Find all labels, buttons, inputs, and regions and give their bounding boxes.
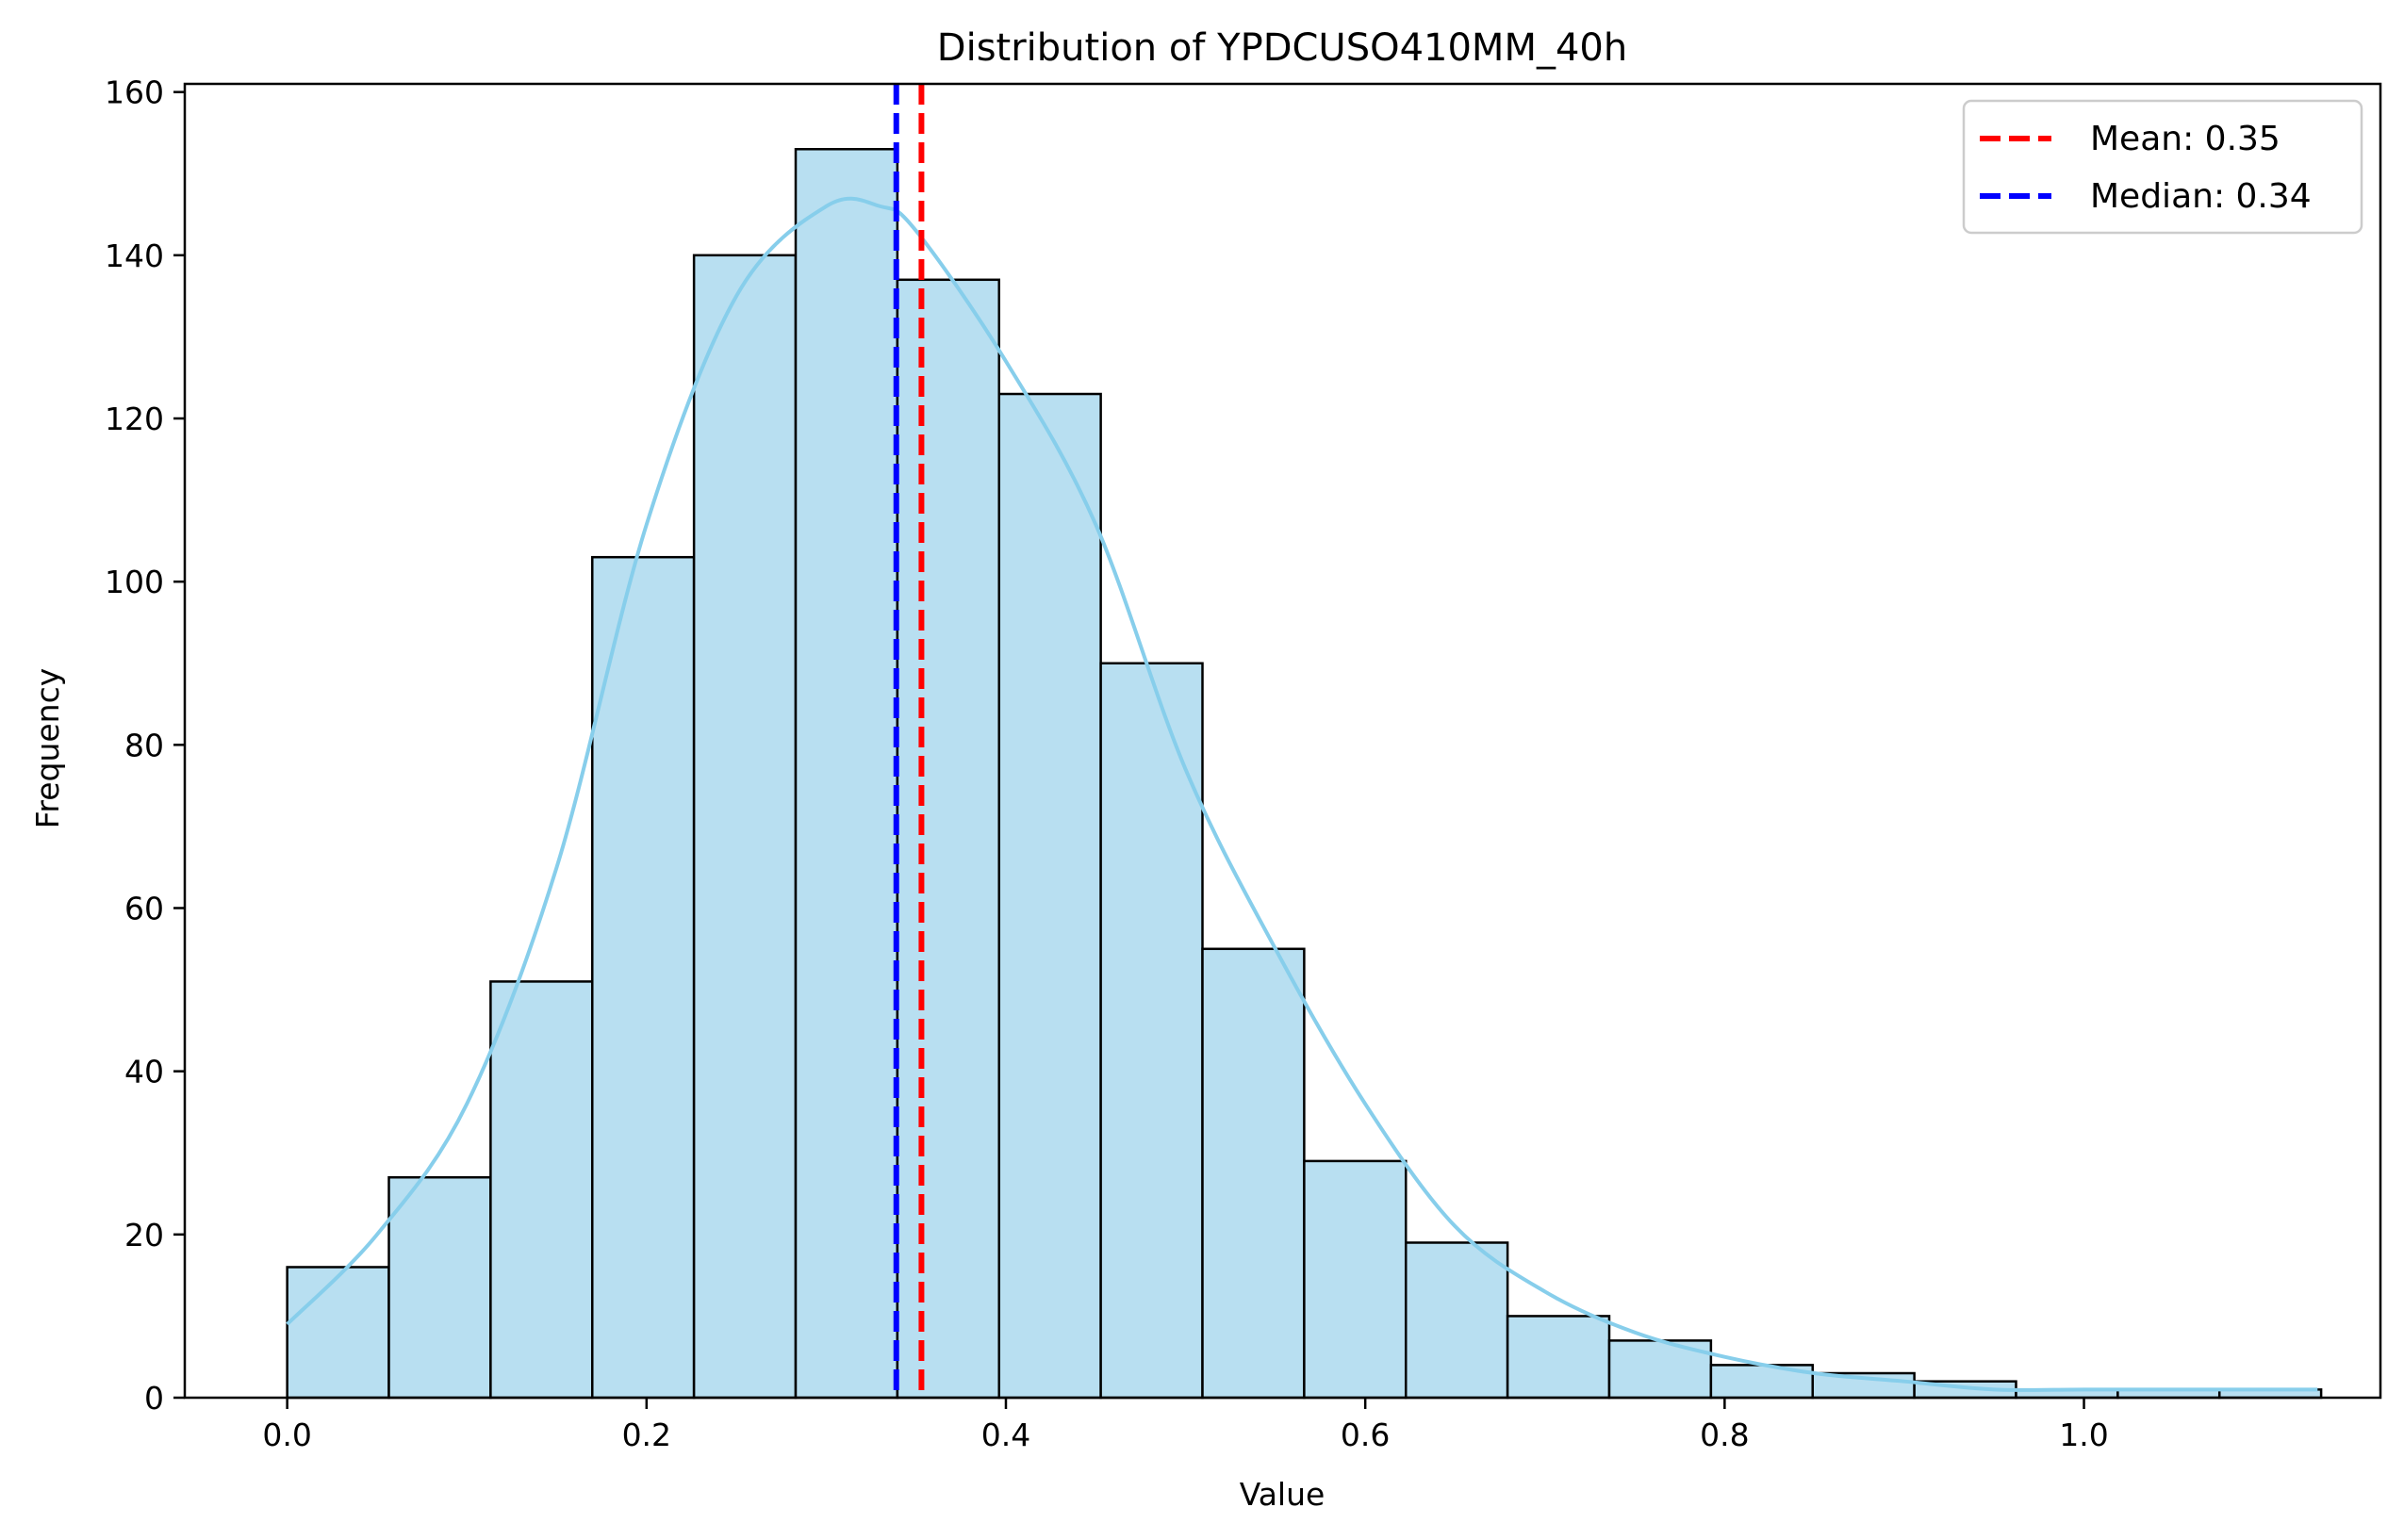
kde-curve (286, 196, 2318, 1392)
histogram-bar (387, 1175, 492, 1400)
histogram-bar (489, 980, 594, 1400)
x-tick-label: 1.0 (2059, 1417, 2108, 1453)
y-tick-label: 40 (124, 1054, 164, 1090)
legend-box (1962, 99, 2363, 235)
x-tick-label: 0.0 (262, 1417, 311, 1453)
histogram-bars (286, 148, 2323, 1400)
y-tick-label: 20 (124, 1217, 164, 1253)
y-tick-label: 140 (105, 238, 164, 274)
y-axis-ticks: 0 20 40 60 80 100 120 140 160 (105, 74, 185, 1417)
x-tick-label: 0.4 (981, 1417, 1030, 1453)
histogram-bar (997, 392, 1102, 1400)
x-axis-ticks: 0.0 0.2 0.4 0.6 0.8 1.0 (262, 1398, 2109, 1453)
y-tick-label: 80 (124, 727, 164, 763)
x-axis-label: Value (1240, 1476, 1325, 1513)
y-tick-label: 0 (144, 1380, 164, 1417)
x-tick-label: 0.2 (622, 1417, 671, 1453)
histogram-bar (1506, 1315, 1611, 1400)
y-tick-label: 100 (105, 564, 164, 600)
reference-lines (893, 84, 925, 1398)
x-tick-label: 0.6 (1341, 1417, 1390, 1453)
histogram-bar (1404, 1241, 1509, 1400)
histogram-bar (692, 254, 798, 1400)
y-tick-label: 60 (124, 890, 164, 926)
legend: Mean: 0.35 Median: 0.34 (1962, 99, 2363, 235)
legend-mean-label: Mean: 0.35 (2090, 120, 2281, 158)
y-tick-label: 160 (105, 74, 164, 111)
legend-median-label: Median: 0.34 (2090, 177, 2312, 216)
histogram-bar (896, 278, 1001, 1400)
y-axis-label: Frequency (29, 668, 66, 828)
y-tick-label: 120 (105, 401, 164, 437)
histogram-bar (1303, 1159, 1408, 1400)
kde-curve-group (286, 196, 2318, 1392)
histogram-bar (794, 148, 899, 1400)
plot-area-frame (183, 82, 2382, 1400)
chart-title: Distribution of YPDCUSO410MM_40h (937, 26, 1627, 70)
histogram-bar (1099, 662, 1204, 1400)
histogram-bar (286, 1266, 390, 1400)
x-tick-label: 0.8 (1700, 1417, 1749, 1453)
histogram-bar (591, 555, 696, 1400)
histogram-bar (1201, 947, 1306, 1400)
